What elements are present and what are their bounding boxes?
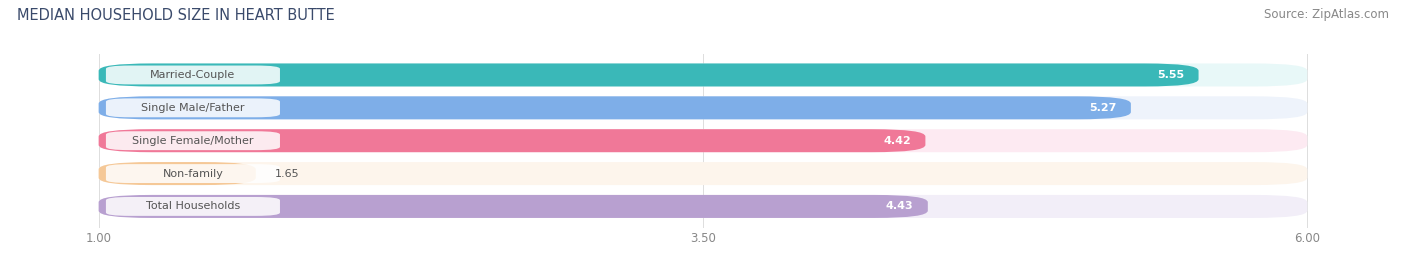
Text: Single Male/Father: Single Male/Father xyxy=(141,103,245,113)
Text: 5.55: 5.55 xyxy=(1157,70,1184,80)
FancyBboxPatch shape xyxy=(98,129,925,152)
FancyBboxPatch shape xyxy=(98,129,1308,152)
FancyBboxPatch shape xyxy=(105,98,280,117)
Text: 4.42: 4.42 xyxy=(883,136,911,146)
FancyBboxPatch shape xyxy=(98,195,1308,218)
FancyBboxPatch shape xyxy=(98,96,1308,119)
FancyBboxPatch shape xyxy=(105,66,280,84)
Text: MEDIAN HOUSEHOLD SIZE IN HEART BUTTE: MEDIAN HOUSEHOLD SIZE IN HEART BUTTE xyxy=(17,8,335,23)
Text: Non-family: Non-family xyxy=(163,169,224,178)
FancyBboxPatch shape xyxy=(98,64,1198,87)
Text: Source: ZipAtlas.com: Source: ZipAtlas.com xyxy=(1264,8,1389,21)
Text: 4.43: 4.43 xyxy=(886,202,914,211)
FancyBboxPatch shape xyxy=(105,164,280,183)
FancyBboxPatch shape xyxy=(105,131,280,150)
FancyBboxPatch shape xyxy=(105,197,280,216)
FancyBboxPatch shape xyxy=(98,162,1308,185)
Text: Married-Couple: Married-Couple xyxy=(150,70,236,80)
Text: 5.27: 5.27 xyxy=(1090,103,1116,113)
FancyBboxPatch shape xyxy=(98,96,1130,119)
Text: Single Female/Mother: Single Female/Mother xyxy=(132,136,253,146)
FancyBboxPatch shape xyxy=(98,195,928,218)
FancyBboxPatch shape xyxy=(98,162,256,185)
Text: Total Households: Total Households xyxy=(146,202,240,211)
FancyBboxPatch shape xyxy=(98,64,1308,87)
Text: 1.65: 1.65 xyxy=(276,169,299,178)
